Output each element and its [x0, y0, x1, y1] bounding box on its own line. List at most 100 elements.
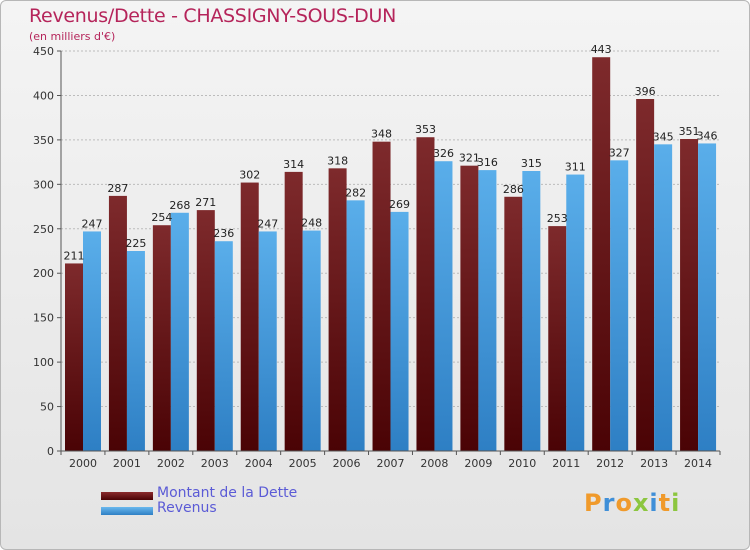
logo-letter: o	[615, 489, 633, 517]
data-label: 287	[107, 182, 128, 195]
y-tick-label: 350	[33, 134, 54, 147]
logo-letter: t	[658, 489, 672, 517]
x-tick-label: 2012	[596, 457, 624, 470]
y-tick-label: 0	[47, 445, 54, 458]
logo-letter: x	[632, 489, 650, 517]
bar-dette	[284, 171, 303, 451]
data-label: 353	[415, 123, 436, 136]
data-label: 236	[213, 227, 234, 240]
bar-revenus	[610, 160, 629, 452]
x-tick-label: 2006	[333, 457, 361, 470]
x-tick-label: 2009	[464, 457, 492, 470]
bar-revenus	[346, 200, 365, 451]
x-tick-label: 2002	[157, 457, 185, 470]
data-label: 327	[609, 146, 630, 159]
data-label: 315	[521, 157, 542, 170]
data-label: 282	[345, 186, 366, 199]
y-tick-label: 300	[33, 178, 54, 191]
x-tick-label: 2008	[420, 457, 448, 470]
y-tick-label: 50	[40, 401, 54, 414]
data-label: 248	[301, 217, 322, 230]
bar-dette	[65, 263, 83, 451]
x-tick-label: 2000	[69, 457, 97, 470]
logo-letter: r	[602, 489, 616, 517]
proxiti-logo: Proxiti	[584, 489, 680, 517]
bar-revenus	[83, 231, 101, 451]
data-label: 396	[635, 85, 656, 98]
legend-swatch-revenus	[101, 507, 153, 515]
bar-dette	[416, 137, 435, 451]
bar-revenus	[434, 161, 453, 451]
bar-revenus	[698, 143, 717, 451]
data-label: 253	[547, 212, 568, 225]
data-label: 247	[82, 217, 103, 230]
data-label: 302	[239, 169, 260, 182]
data-label: 321	[459, 152, 480, 165]
y-tick-label: 200	[33, 267, 54, 280]
x-tick-label: 2013	[640, 457, 668, 470]
data-label: 345	[653, 130, 674, 143]
x-tick-label: 2010	[508, 457, 536, 470]
data-label: 254	[151, 211, 172, 224]
bar-revenus	[566, 174, 585, 452]
bar-dette	[240, 182, 259, 452]
data-label: 211	[64, 249, 85, 262]
bar-revenus	[390, 211, 409, 451]
x-tick-label: 2005	[289, 457, 317, 470]
bar-revenus	[654, 144, 673, 452]
data-label: 318	[327, 154, 348, 167]
data-label: 346	[697, 129, 718, 142]
logo-letter: P	[584, 489, 603, 517]
x-tick-label: 2011	[552, 457, 580, 470]
bar-revenus	[478, 170, 497, 451]
bar-dette	[460, 165, 479, 451]
bar-revenus	[302, 230, 321, 451]
y-tick-label: 250	[33, 223, 54, 236]
bar-dette	[328, 168, 347, 452]
bar-dette	[152, 225, 171, 451]
legend-label-revenus: Revenus	[157, 500, 217, 516]
x-tick-label: 2003	[201, 457, 229, 470]
data-label: 225	[125, 237, 146, 250]
bar-dette	[636, 99, 655, 451]
x-tick-label: 2007	[377, 457, 405, 470]
bar-revenus	[522, 171, 541, 451]
bar-dette	[548, 226, 567, 451]
chart-subtitle: (en milliers d'€)	[29, 30, 116, 43]
data-label: 269	[389, 198, 410, 211]
data-label: 314	[283, 158, 304, 171]
logo-letter: i	[671, 489, 681, 517]
data-label: 247	[257, 217, 278, 230]
bar-revenus	[258, 231, 277, 451]
bar-dette	[680, 139, 699, 451]
data-label: 351	[679, 125, 700, 138]
data-label: 311	[565, 161, 586, 174]
y-tick-label: 100	[33, 356, 54, 369]
y-tick-label: 400	[33, 89, 54, 102]
bar-dette	[504, 196, 523, 451]
bar-dette	[372, 141, 391, 451]
bar-dette	[592, 57, 611, 451]
bar-dette	[196, 210, 215, 451]
data-label: 326	[433, 147, 454, 160]
legend-swatch-dette	[101, 492, 153, 500]
x-tick-label: 2014	[684, 457, 712, 470]
data-label: 286	[503, 183, 524, 196]
chart-title: Revenus/Dette - CHASSIGNY-SOUS-DUN	[29, 5, 397, 27]
y-tick-label: 450	[33, 45, 54, 58]
bar-revenus	[170, 212, 189, 451]
data-label: 348	[371, 128, 392, 141]
data-label: 271	[195, 196, 216, 209]
logo-letter: i	[649, 489, 659, 517]
data-label: 268	[169, 199, 190, 212]
bar-dette	[108, 195, 127, 451]
x-tick-label: 2001	[113, 457, 141, 470]
bar-revenus	[126, 251, 145, 451]
data-label: 443	[591, 43, 612, 56]
data-label: 316	[477, 156, 498, 169]
y-tick-label: 150	[33, 312, 54, 325]
x-tick-label: 2004	[245, 457, 273, 470]
bar-revenus	[214, 241, 233, 451]
